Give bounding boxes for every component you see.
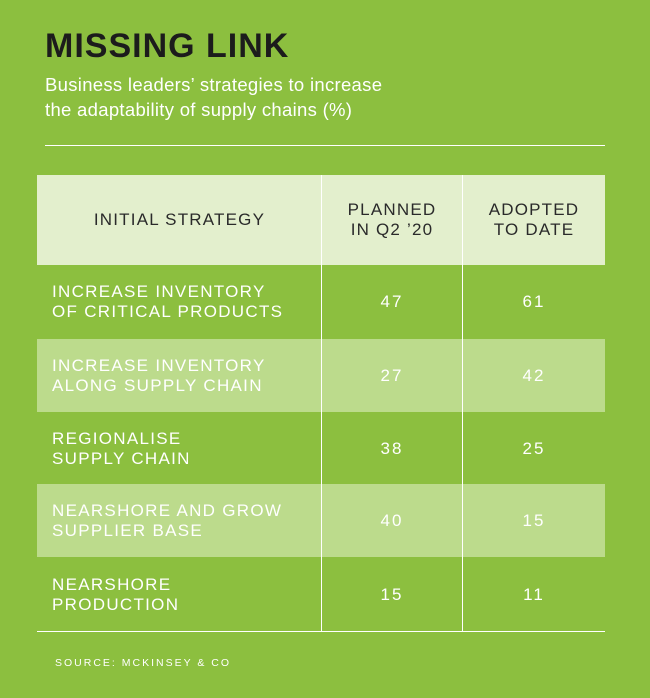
table-row: REGIONALISE SUPPLY CHAIN 38 25 xyxy=(37,412,605,485)
planned-value: 38 xyxy=(380,438,404,458)
adopted-value: 25 xyxy=(522,438,546,458)
strategy-line: OF CRITICAL PRODUCTS xyxy=(52,301,284,321)
header-label: INITIAL STRATEGY xyxy=(93,210,266,229)
strategy-cell: NEARSHORE PRODUCTION xyxy=(52,558,322,631)
strategy-line: NEARSHORE xyxy=(52,574,172,594)
header-label: ADOPTED xyxy=(488,200,580,219)
strategy-line: REGIONALISE xyxy=(52,428,182,448)
strategy-cell: INCREASE INVENTORY OF CRITICAL PRODUCTS xyxy=(52,265,322,338)
planned-value: 15 xyxy=(380,584,404,604)
strategy-cell: INCREASE INVENTORY ALONG SUPPLY CHAIN xyxy=(52,339,322,412)
adopted-value: 15 xyxy=(522,510,546,530)
table-row: NEARSHORE PRODUCTION 15 11 xyxy=(37,558,605,631)
header-label: IN Q2 ’20 xyxy=(350,220,434,239)
strategy-table: INITIAL STRATEGY PLANNED IN Q2 ’20 ADOPT… xyxy=(37,175,605,632)
source-note: SOURCE: MCKINSEY & CO xyxy=(55,657,231,669)
column-divider xyxy=(462,175,463,631)
table-row: INCREASE INVENTORY OF CRITICAL PRODUCTS … xyxy=(37,265,605,338)
subtitle-line: the adaptability of supply chains (%) xyxy=(45,99,353,120)
title-divider xyxy=(45,145,605,146)
chart-title: MISSING LINK xyxy=(45,27,290,65)
header-adopted: ADOPTED TO DATE xyxy=(463,175,605,265)
planned-value: 27 xyxy=(380,365,404,385)
table-bottom-rule xyxy=(37,631,605,632)
adopted-value: 11 xyxy=(523,584,545,604)
adopted-value: 61 xyxy=(522,291,546,311)
strategy-line: INCREASE INVENTORY xyxy=(52,355,266,375)
strategy-line: INCREASE INVENTORY xyxy=(52,281,266,301)
strategy-cell: NEARSHORE AND GROW SUPPLIER BASE xyxy=(52,484,322,557)
header-initial-strategy: INITIAL STRATEGY xyxy=(37,175,322,265)
strategy-line: SUPPLIER BASE xyxy=(52,520,204,540)
strategy-line: ALONG SUPPLY CHAIN xyxy=(52,375,263,395)
strategy-line: NEARSHORE AND GROW xyxy=(52,500,283,520)
strategy-cell: REGIONALISE SUPPLY CHAIN xyxy=(52,412,322,485)
planned-value: 40 xyxy=(380,510,404,530)
adopted-value: 42 xyxy=(522,365,546,385)
planned-value: 47 xyxy=(380,291,404,311)
header-label: TO DATE xyxy=(493,220,575,239)
header-planned: PLANNED IN Q2 ’20 xyxy=(322,175,462,265)
strategy-line: PRODUCTION xyxy=(52,594,180,614)
subtitle-line: Business leaders’ strategies to increase xyxy=(45,74,383,95)
strategy-line: SUPPLY CHAIN xyxy=(52,448,191,468)
chart-subtitle: Business leaders’ strategies to increase… xyxy=(45,72,605,122)
column-divider xyxy=(321,175,322,631)
header-label: PLANNED xyxy=(347,200,437,219)
